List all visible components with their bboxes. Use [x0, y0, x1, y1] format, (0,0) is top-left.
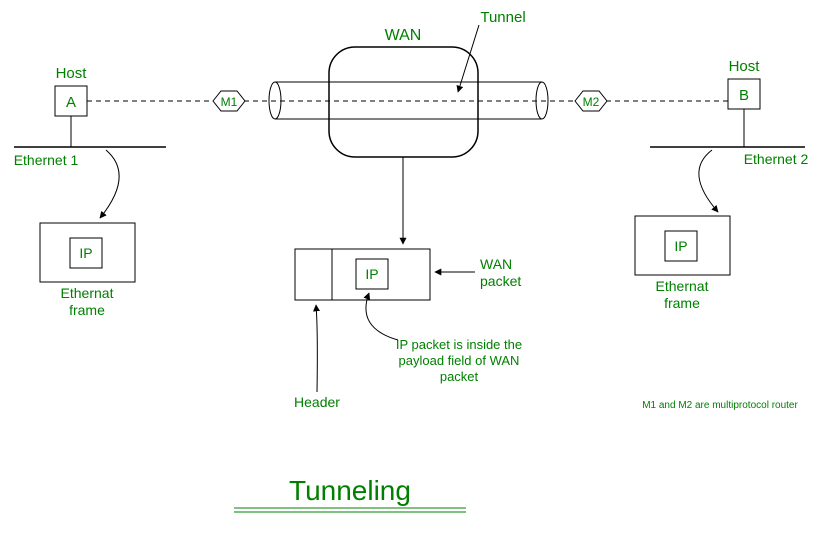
host-a-label: Host [56, 65, 88, 82]
host-b-letter: B [739, 87, 749, 104]
wan-box [329, 47, 478, 157]
ethernet-frame-1: IP [40, 223, 135, 282]
wanpkt-l2: packet [480, 273, 521, 289]
arrow-eth2-frame [699, 150, 718, 212]
ethframe1b: frame [69, 302, 105, 318]
diagram-title: Tunneling [289, 475, 411, 506]
ethernet-frame-2: IP [635, 216, 730, 275]
tunnel-label: Tunnel [480, 9, 525, 26]
note2: payload field of WAN [399, 353, 520, 368]
tunneling-diagram: WAN Tunnel Host A Host B M1 M2 Ether [0, 0, 819, 547]
arrow-eth1-frame [100, 150, 119, 218]
ethframe1a: Ethernat [61, 285, 114, 301]
ip1-label: IP [79, 245, 92, 261]
m1-label: M1 [221, 95, 238, 109]
note1: IP packet is inside the [396, 337, 522, 352]
header-label: Header [294, 394, 340, 410]
ethframe2a: Ethernat [656, 278, 709, 294]
ip2-label: IP [674, 238, 687, 254]
wan-packet-box: IP [295, 249, 430, 300]
ethernet2-bus [650, 109, 805, 147]
host-a-letter: A [66, 94, 76, 111]
m2-label: M2 [583, 95, 600, 109]
host-b-label: Host [729, 58, 761, 75]
wanpkt-l1: WAN [480, 256, 512, 272]
note3: packet [440, 369, 479, 384]
ethernet2-label: Ethernet 2 [744, 151, 809, 167]
arrow-header [316, 305, 317, 392]
wan-label: WAN [385, 27, 422, 44]
ethframe2b: frame [664, 295, 700, 311]
ip3-label: IP [365, 266, 378, 282]
footer-note: M1 and M2 are multiprotocol router [642, 400, 798, 411]
ethernet1-label: Ethernet 1 [14, 152, 79, 168]
ethernet1-bus [14, 116, 166, 147]
